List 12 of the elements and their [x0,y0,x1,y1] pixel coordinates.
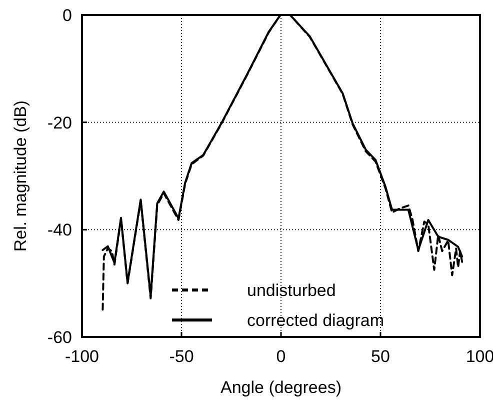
legend-label: undisturbed [247,281,336,300]
legend-label: corrected diagram [247,311,384,330]
x-tick-label: -50 [169,347,194,366]
x-axis-title: Angle (degrees) [220,378,342,397]
x-tick-label: 0 [276,347,286,366]
y-tick-label: -60 [47,328,72,347]
x-tick-label: 50 [371,347,390,366]
y-tick-label: -40 [47,220,72,240]
x-tick-label: -100 [64,347,100,366]
y-axis-title: Rel. magnitude (dB) [11,100,30,252]
y-tick-label: -20 [47,113,72,132]
y-tick-label: 0 [62,6,72,25]
